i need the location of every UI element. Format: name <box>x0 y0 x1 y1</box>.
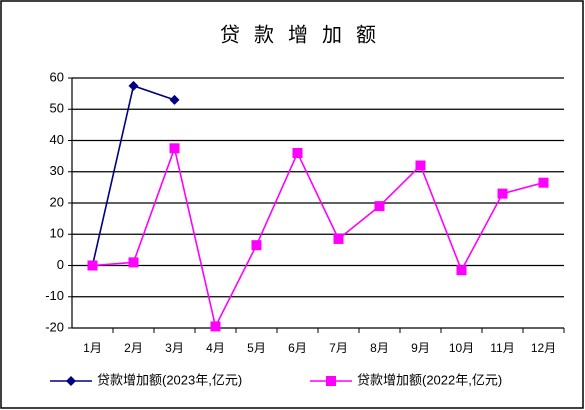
x-tick-label: 1月 <box>83 341 102 355</box>
y-tick-label: 40 <box>50 132 64 147</box>
data-point <box>374 201 385 212</box>
x-tick-label: 3月 <box>165 341 184 355</box>
x-tick-label: 12月 <box>531 341 556 355</box>
x-tick-label: 8月 <box>370 341 389 355</box>
data-point <box>333 233 344 244</box>
x-tick-label: 4月 <box>206 341 225 355</box>
y-tick-label: 10 <box>50 226 64 241</box>
x-tick-label: 11月 <box>490 341 514 355</box>
y-tick-label: 0 <box>57 257 64 272</box>
data-point <box>497 188 508 199</box>
y-tick-label: 30 <box>50 163 64 178</box>
legend-label: 贷款增加额(2022年,亿元) <box>357 372 502 387</box>
x-tick-label: 2月 <box>124 341 143 355</box>
y-tick-label: -20 <box>45 319 64 334</box>
data-point <box>128 257 139 268</box>
data-point <box>538 177 549 188</box>
y-tick-label: -10 <box>45 288 64 303</box>
data-point <box>210 321 221 332</box>
data-point <box>456 265 467 276</box>
data-point <box>415 160 426 171</box>
x-tick-label: 5月 <box>247 341 266 355</box>
x-tick-label: 9月 <box>411 341 430 355</box>
data-point <box>169 143 180 154</box>
legend-marker <box>326 376 336 386</box>
y-tick-label: 20 <box>50 194 64 209</box>
y-tick-label: 50 <box>50 101 64 116</box>
legend-label: 贷款增加额(2023年,亿元) <box>97 372 242 387</box>
x-tick-label: 6月 <box>288 341 307 355</box>
data-point <box>251 240 262 251</box>
y-tick-label: 60 <box>50 69 64 84</box>
x-tick-label: 7月 <box>329 341 348 355</box>
data-point <box>128 80 139 91</box>
legend-marker <box>66 376 76 386</box>
data-point <box>87 260 98 271</box>
x-tick-label: 10月 <box>449 341 474 355</box>
chart-title: 贷款增加额 <box>220 23 390 46</box>
data-point <box>169 94 180 105</box>
series-line <box>92 145 544 329</box>
data-point <box>292 148 303 158</box>
